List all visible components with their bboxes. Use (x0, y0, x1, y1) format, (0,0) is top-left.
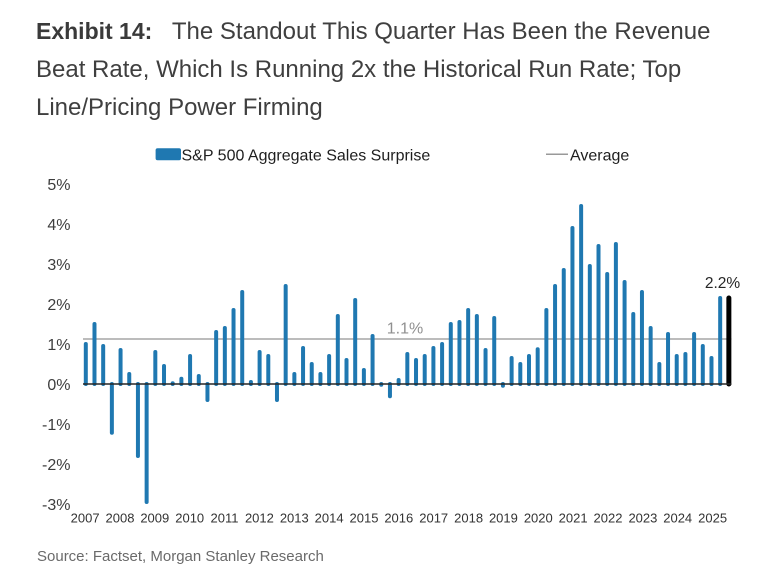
svg-text:2010: 2010 (175, 511, 204, 526)
svg-text:2024: 2024 (663, 511, 692, 526)
svg-text:2016: 2016 (384, 511, 413, 526)
svg-text:-1%: -1% (42, 417, 70, 434)
svg-text:1%: 1% (47, 337, 70, 354)
svg-text:2%: 2% (47, 297, 70, 314)
svg-text:1.1%: 1.1% (387, 321, 423, 338)
svg-text:2017: 2017 (419, 511, 448, 526)
svg-text:Average: Average (570, 148, 629, 165)
svg-text:Source: Factset, Morgan Stanle: Source: Factset, Morgan Stanley Research (37, 548, 324, 565)
svg-text:2012: 2012 (245, 511, 274, 526)
svg-text:2021: 2021 (559, 511, 588, 526)
svg-text:2025: 2025 (698, 511, 727, 526)
svg-text:2007: 2007 (71, 511, 100, 526)
svg-text:2020: 2020 (524, 511, 553, 526)
svg-text:2013: 2013 (280, 511, 309, 526)
svg-text:2023: 2023 (628, 511, 657, 526)
svg-text:S&P 500 Aggregate Sales Surpri: S&P 500 Aggregate Sales Surprise (182, 148, 431, 165)
svg-text:-3%: -3% (42, 497, 70, 514)
svg-text:4%: 4% (47, 217, 70, 234)
svg-text:5%: 5% (47, 177, 70, 194)
svg-text:2008: 2008 (106, 511, 135, 526)
svg-text:-2%: -2% (42, 457, 70, 474)
svg-text:2011: 2011 (211, 511, 239, 526)
svg-text:2009: 2009 (140, 511, 169, 526)
svg-text:2018: 2018 (454, 511, 483, 526)
svg-text:2014: 2014 (315, 511, 344, 526)
svg-text:2015: 2015 (350, 511, 379, 526)
svg-text:0%: 0% (47, 377, 70, 394)
svg-text:2.2%: 2.2% (705, 275, 741, 292)
svg-text:2022: 2022 (594, 511, 623, 526)
svg-text:2019: 2019 (489, 511, 518, 526)
svg-text:3%: 3% (47, 257, 70, 274)
